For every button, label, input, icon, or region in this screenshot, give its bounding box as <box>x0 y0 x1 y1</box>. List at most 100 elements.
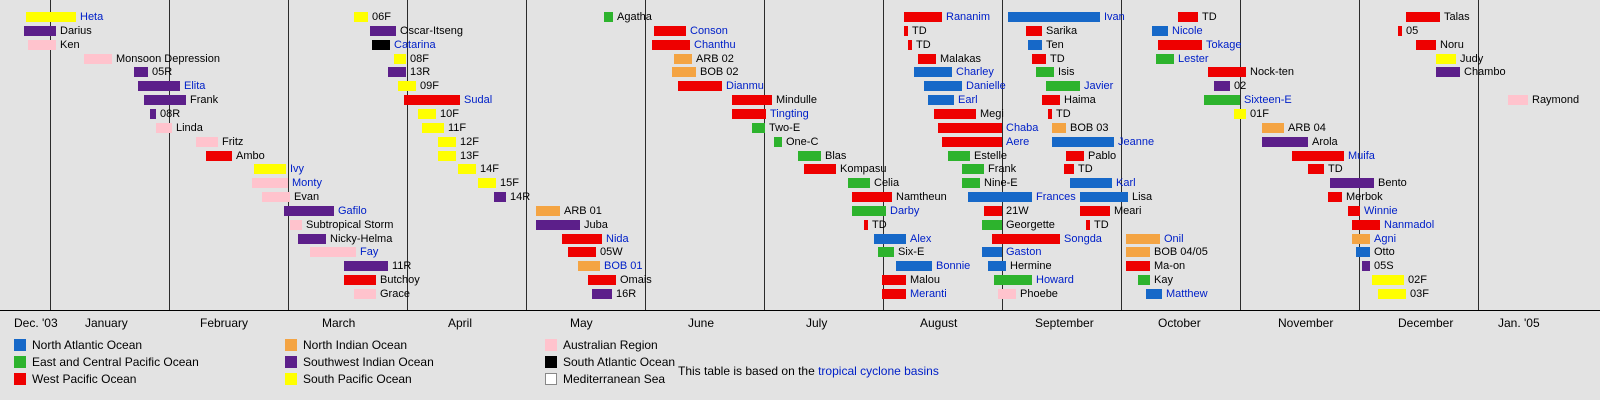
storm-bar-namtheun <box>852 192 892 203</box>
storm-label-lester[interactable]: Lester <box>1178 52 1209 65</box>
storm-bar-gaston[interactable] <box>982 247 1002 258</box>
storm-bar-rananim[interactable] <box>904 12 942 22</box>
storm-label-onil[interactable]: Onil <box>1164 232 1184 245</box>
storm-label-elita[interactable]: Elita <box>184 80 206 93</box>
storm-label-alex[interactable]: Alex <box>910 232 932 245</box>
storm-label-pablo: Pablo <box>1088 149 1117 162</box>
storm-label-nicole[interactable]: Nicole <box>1172 24 1203 37</box>
basin-note-link[interactable]: tropical cyclone basins <box>818 364 939 378</box>
storm-bar-monty[interactable] <box>252 178 288 189</box>
storm-bar-mindulle <box>732 95 772 106</box>
storm-label-meranti[interactable]: Meranti <box>910 288 947 300</box>
storm-label-songda[interactable]: Songda <box>1064 232 1102 245</box>
storm-label-dianmu[interactable]: Dianmu <box>726 80 764 93</box>
storm-bar-conson[interactable] <box>654 25 686 36</box>
storm-label-nanmadol[interactable]: Nanmadol <box>1384 218 1435 231</box>
storm-bar-alex[interactable] <box>874 233 906 244</box>
storm-label-nida[interactable]: Nida <box>606 232 629 245</box>
storm-bar-bob-04-05 <box>1126 247 1150 258</box>
storm-label-heta[interactable]: Heta <box>80 11 104 23</box>
storm-label-charley[interactable]: Charley <box>956 66 994 79</box>
storm-label-td: TD <box>1056 107 1071 120</box>
storm-bar-bob-03 <box>1052 122 1066 133</box>
storm-label-subtropical-storm: Subtropical Storm <box>306 218 394 231</box>
storm-bar-meranti[interactable] <box>882 289 906 299</box>
storm-bar-chaba[interactable] <box>938 122 1002 133</box>
storm-label-rananim[interactable]: Rananim <box>946 11 991 23</box>
storm-bar-gafilo[interactable] <box>284 205 334 216</box>
storm-label-agni[interactable]: Agni <box>1374 232 1397 245</box>
storm-bar-earl[interactable] <box>928 95 954 106</box>
legend-swatch-australian <box>545 339 557 351</box>
storm-bar-nicole[interactable] <box>1152 25 1168 36</box>
storm-label-tingting[interactable]: Tingting <box>770 107 809 120</box>
storm-bar-fay[interactable] <box>310 247 356 258</box>
storm-label-jeanne[interactable]: Jeanne <box>1118 135 1155 148</box>
storm-label-howard[interactable]: Howard <box>1036 274 1074 287</box>
storm-label-sixteen-e[interactable]: Sixteen-E <box>1244 94 1292 107</box>
storm-label-bonnie[interactable]: Bonnie <box>936 260 971 273</box>
storm-bar-ivy[interactable] <box>254 164 286 175</box>
storm-bar-heta[interactable] <box>26 12 76 22</box>
storm-label-danielle[interactable]: Danielle <box>966 80 1006 93</box>
storm-bar-karl[interactable] <box>1070 178 1112 189</box>
storm-label-ivan[interactable]: Ivan <box>1104 11 1125 23</box>
legend-item-southwest-indian: Southwest Indian Ocean <box>285 355 434 369</box>
storm-bar-winnie[interactable] <box>1348 205 1360 216</box>
storm-bar-howard[interactable] <box>994 275 1032 286</box>
storm-bar-nanmadol[interactable] <box>1352 219 1380 230</box>
storm-bar-08f <box>394 53 406 64</box>
storm-label-ivy[interactable]: Ivy <box>290 163 305 176</box>
storm-bar-onil[interactable] <box>1126 233 1160 244</box>
storm-label-karl[interactable]: Karl <box>1116 177 1136 190</box>
storm-bar-chanthu[interactable] <box>652 39 690 50</box>
storm-bar-tingting[interactable] <box>732 108 766 119</box>
storm-bar-ivan[interactable] <box>1008 12 1100 22</box>
storm-label-sudal[interactable]: Sudal <box>464 94 493 107</box>
storm-label-catarina[interactable]: Catarina <box>394 38 436 51</box>
storm-label-earl[interactable]: Earl <box>958 94 978 107</box>
storm-bar-agni[interactable] <box>1352 233 1370 244</box>
storm-bar-javier[interactable] <box>1046 81 1080 92</box>
legend-label-southwest-indian: Southwest Indian Ocean <box>303 355 434 369</box>
storm-bar-bonnie[interactable] <box>896 261 932 272</box>
storm-bar-charley[interactable] <box>914 67 952 78</box>
storm-label-matthew[interactable]: Matthew <box>1166 288 1208 300</box>
storm-label-frances[interactable]: Frances <box>1036 191 1076 204</box>
storm-bar-elita[interactable] <box>138 81 180 92</box>
storm-bar-darby[interactable] <box>852 205 886 216</box>
storm-label-bob-01[interactable]: BOB 01 <box>604 260 643 273</box>
storm-bar-sixteen-e[interactable] <box>1204 95 1240 106</box>
storm-label-tokage[interactable]: Tokage <box>1206 38 1242 51</box>
storm-bar-bob-01[interactable] <box>578 261 600 272</box>
storm-bar-muifa[interactable] <box>1292 150 1344 161</box>
storm-bar-jeanne[interactable] <box>1052 136 1114 147</box>
storm-label-aere[interactable]: Aere <box>1006 135 1030 148</box>
storm-bar-dianmu[interactable] <box>678 81 722 92</box>
month-gridline <box>645 0 646 310</box>
storm-bar-evan <box>262 192 290 203</box>
storm-label-gafilo[interactable]: Gafilo <box>338 204 367 217</box>
storm-bar-tokage[interactable] <box>1158 39 1202 50</box>
storm-bar-lester[interactable] <box>1156 53 1174 64</box>
storm-bar-songda[interactable] <box>992 233 1060 244</box>
storm-bar-matthew[interactable] <box>1146 289 1162 299</box>
storm-bar-frances[interactable] <box>968 192 1032 203</box>
storm-label-javier[interactable]: Javier <box>1084 80 1114 93</box>
storm-bar-nida[interactable] <box>562 233 602 244</box>
storm-label-fay[interactable]: Fay <box>360 246 379 259</box>
storm-label-gaston[interactable]: Gaston <box>1006 246 1042 259</box>
storm-bar-16r <box>592 289 612 299</box>
storm-label-muifa[interactable]: Muifa <box>1348 149 1375 162</box>
storm-bar-sudal[interactable] <box>404 95 460 106</box>
storm-label-conson[interactable]: Conson <box>690 24 728 37</box>
storm-label-chaba[interactable]: Chaba <box>1006 121 1039 134</box>
storm-bar-catarina[interactable] <box>372 39 390 50</box>
storm-label-darby[interactable]: Darby <box>890 204 920 217</box>
storm-label-monty[interactable]: Monty <box>292 177 322 190</box>
storm-label-winnie[interactable]: Winnie <box>1364 204 1398 217</box>
storm-bar-danielle[interactable] <box>924 81 962 92</box>
storm-bar-aere[interactable] <box>942 136 1002 147</box>
storm-label-chanthu[interactable]: Chanthu <box>694 38 736 51</box>
